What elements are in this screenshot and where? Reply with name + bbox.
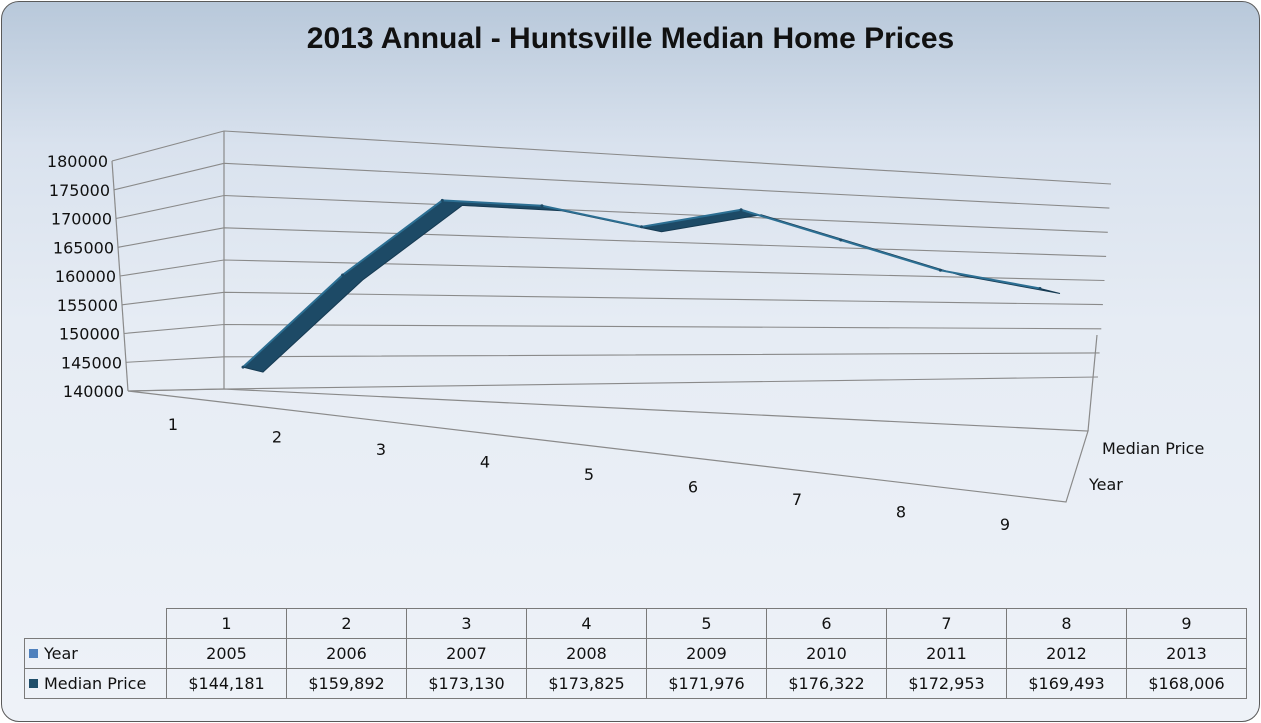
- table-header-cell: 4: [526, 608, 647, 639]
- x-tick-label: 3: [376, 440, 386, 459]
- table-header-cell: 7: [886, 608, 1007, 639]
- gridline: [117, 227, 1107, 257]
- data-point: [739, 208, 743, 212]
- gridline: [123, 323, 1102, 335]
- y-tick-label: 165000: [53, 238, 114, 257]
- data-point: [440, 198, 444, 202]
- x-tick-label: 2: [272, 428, 282, 447]
- legend-label-year: Year: [44, 644, 78, 663]
- table-cell: 2007: [406, 638, 527, 669]
- legend-entry-median-price: Median Price: [24, 668, 167, 699]
- x-tick-label: 4: [480, 453, 490, 472]
- series-line-median-price: [241, 199, 1061, 373]
- y-tick-label: 155000: [57, 296, 118, 315]
- table-cell: $159,892: [286, 668, 407, 699]
- legend-swatch-year: [29, 649, 38, 658]
- table-cell: $173,825: [526, 668, 647, 699]
- gridline: [127, 376, 1099, 392]
- data-point: [241, 365, 245, 369]
- data-point: [839, 238, 843, 242]
- y-tick-label: 160000: [55, 267, 116, 286]
- gridline: [115, 194, 1108, 233]
- legend-label-median-price: Median Price: [44, 674, 147, 693]
- depth-label-median-price: Median Price: [1102, 439, 1204, 458]
- table-cell: $169,493: [1006, 668, 1127, 699]
- table-header-cell: 3: [406, 608, 527, 639]
- table-cell: $172,953: [886, 668, 1007, 699]
- table-header-cell: 2: [286, 608, 407, 639]
- data-point: [540, 204, 544, 208]
- table-cell: 2011: [886, 638, 1007, 669]
- x-tick-label: 1: [168, 415, 178, 434]
- table-cell: 2009: [646, 638, 767, 669]
- plot-area: 180000 175000 170000 165000 160000 155000 1500…: [47, 130, 1204, 534]
- table-cell: 2005: [166, 638, 287, 669]
- table-cell: 2013: [1126, 638, 1247, 669]
- legend-swatch-median-price: [29, 679, 38, 688]
- chart-title: 2013 Annual - Huntsville Median Home Pri…: [306, 22, 955, 55]
- table-cell: 2006: [286, 638, 407, 669]
- gridline: [121, 291, 1103, 306]
- table-cell: $176,322: [766, 668, 887, 699]
- data-point: [1038, 287, 1042, 290]
- y-tick-label: 180000: [47, 152, 108, 171]
- table-cell: $173,130: [406, 668, 527, 699]
- table-cell: 2012: [1006, 638, 1127, 669]
- y-tick-label: 145000: [61, 353, 122, 372]
- table-header-row: 1 2 3 4 5 6 7 8 9: [24, 608, 1247, 639]
- table-cell: $171,976: [646, 668, 767, 699]
- y-tick-label: 175000: [49, 181, 110, 200]
- table-header-cell: 1: [166, 608, 287, 639]
- table-row-median-price: Median Price $144,181 $159,892 $173,130 …: [24, 668, 1247, 699]
- y-tick-label: 170000: [51, 210, 112, 229]
- depth-label-year: Year: [1088, 475, 1123, 494]
- legend-entry-year: Year: [24, 638, 167, 669]
- gridline: [113, 162, 1110, 209]
- table-header-cell: 6: [766, 608, 887, 639]
- table-cell: $144,181: [166, 668, 287, 699]
- table-header-cell: 5: [646, 608, 767, 639]
- table-corner-cell: [24, 608, 167, 639]
- x-tick-label: 5: [584, 465, 594, 484]
- table-cell: 2008: [526, 638, 647, 669]
- data-point: [640, 225, 643, 229]
- gridline: [111, 130, 1112, 185]
- x-tick-label: 9: [1000, 515, 1010, 534]
- table-row-year: Year 2005 2006 2007 2008 2009 2010 2011 …: [24, 638, 1247, 669]
- x-tick-label: 7: [792, 490, 802, 509]
- gridline: [119, 259, 1105, 282]
- table-header-cell: 9: [1126, 608, 1247, 639]
- data-table: 1 2 3 4 5 6 7 8 9 Year 2005 2006 2007 20…: [24, 608, 1247, 699]
- x-tick-label: 6: [688, 478, 698, 497]
- table-header-cell: 8: [1006, 608, 1127, 639]
- gridline: [125, 352, 1100, 363]
- y-tick-label: 150000: [59, 325, 120, 344]
- x-tick-label: 8: [896, 503, 906, 522]
- table-cell: 2010: [766, 638, 887, 669]
- data-point: [938, 268, 942, 272]
- back-wall-edge: [1087, 334, 1098, 432]
- y-tick-label: 140000: [63, 382, 124, 401]
- table-cell: $168,006: [1126, 668, 1247, 699]
- data-point: [341, 273, 345, 277]
